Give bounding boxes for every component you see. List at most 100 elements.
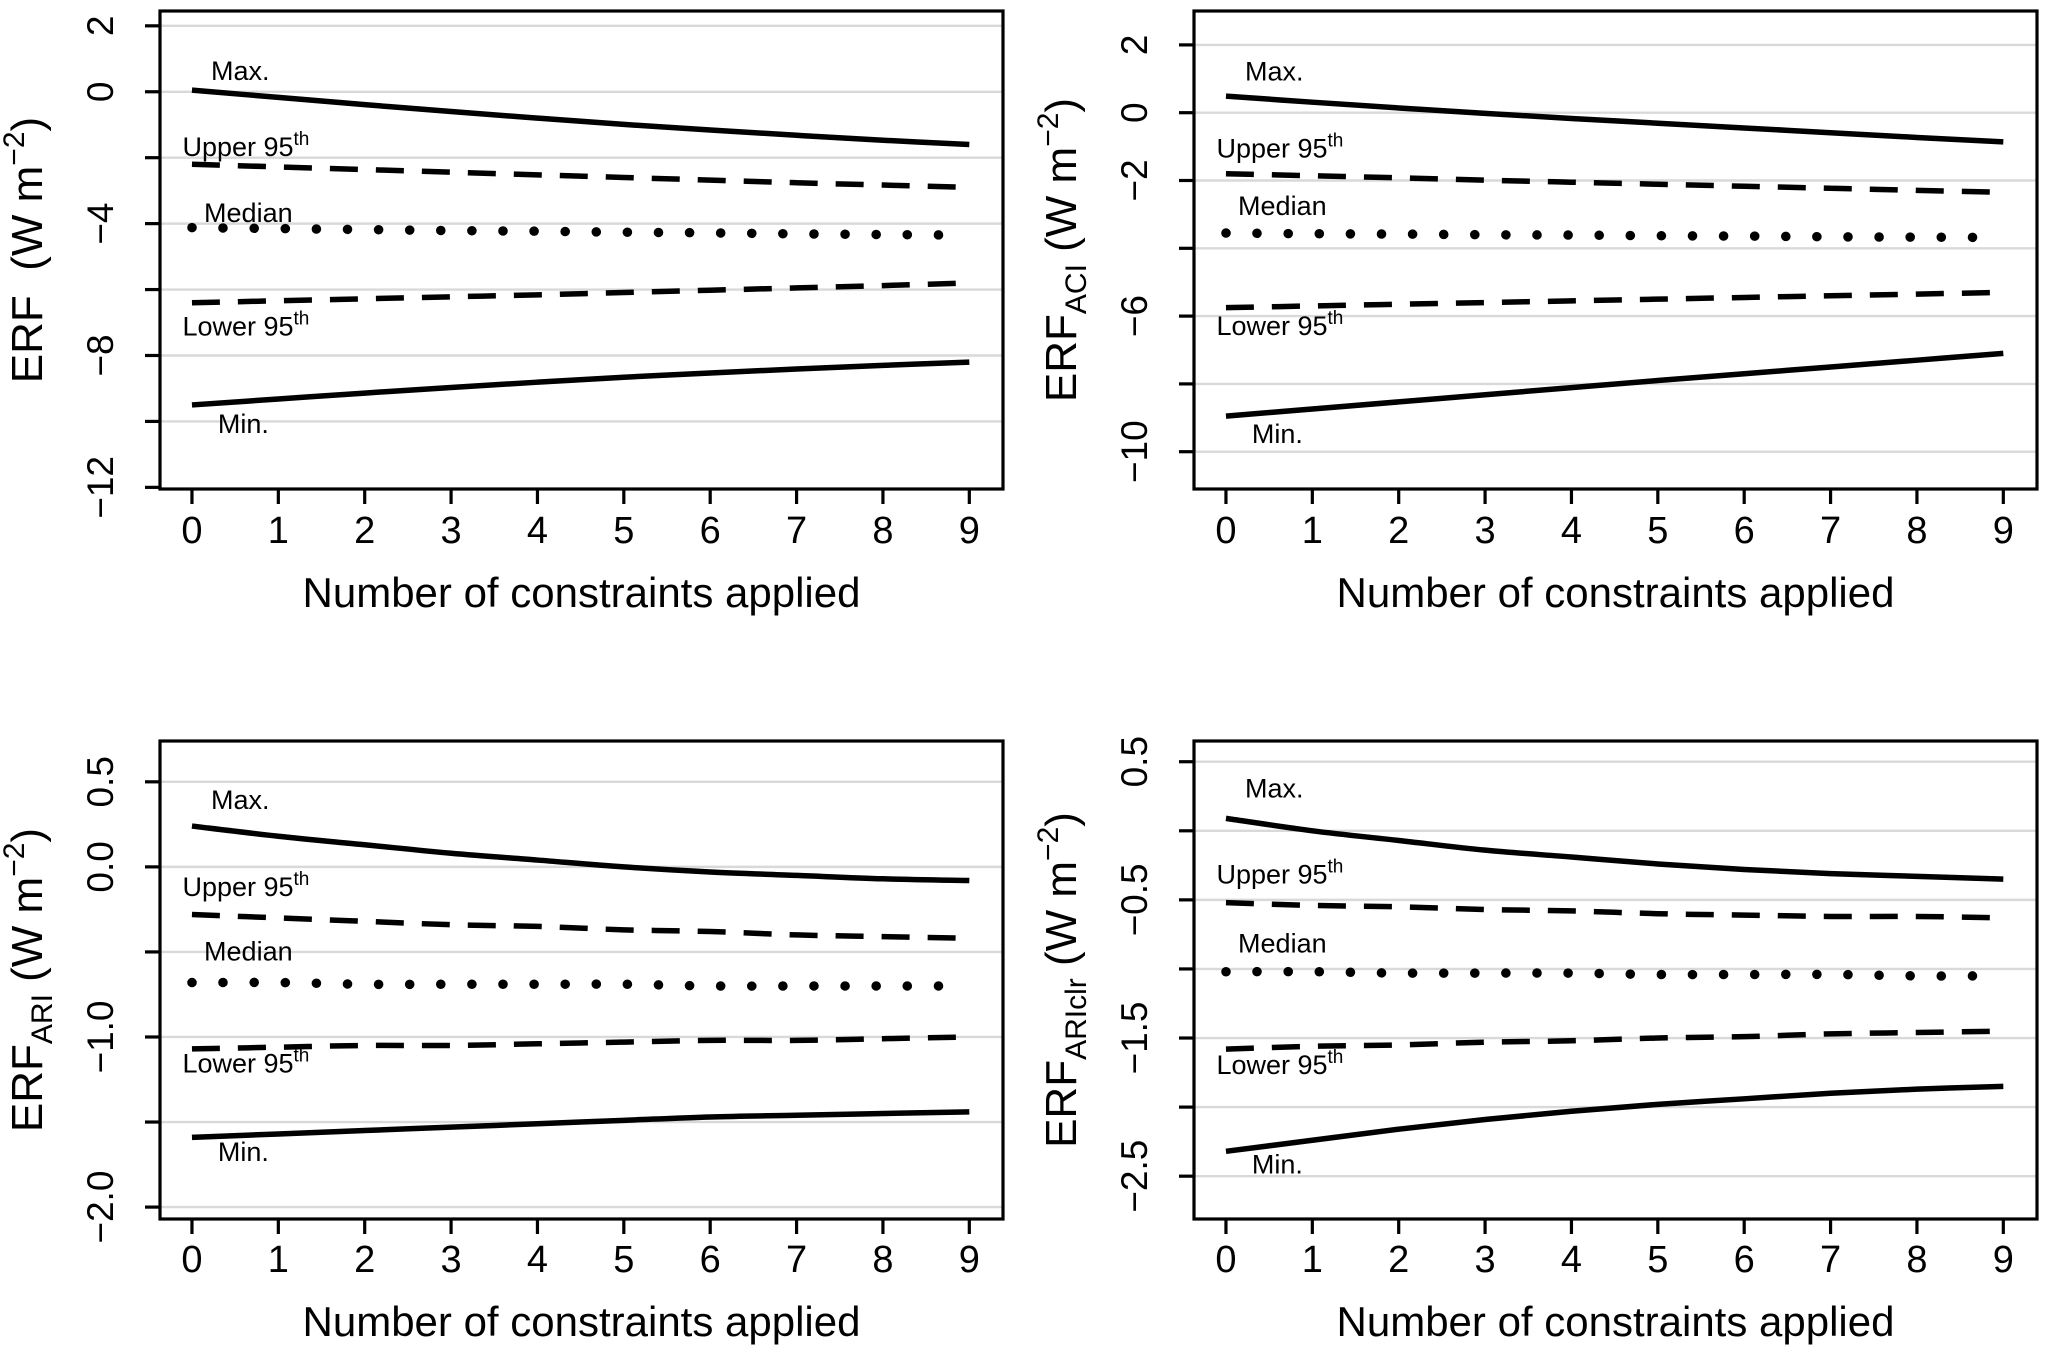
series-line-max (191, 87, 970, 148)
y-tick-label: −2.5 (1114, 1140, 1155, 1213)
series-label-max: Max. (211, 56, 270, 86)
erf-plot: Max. Upper 95th Median Lower 95th Min. 2 0 −4 −8… (0, 9, 1005, 616)
x-tick-label: 2 (354, 1239, 375, 1281)
series-label-min: Min. (1252, 1149, 1303, 1179)
x-tick-label: 7 (1820, 510, 1841, 552)
series-label-max: Max. (1245, 56, 1304, 86)
series-label-lower-95th: Lower 95th (182, 1046, 309, 1079)
x-tick-label: 1 (1302, 1239, 1323, 1281)
plot-box (1192, 9, 2039, 491)
x-tick-label: 2 (1388, 1239, 1409, 1281)
x-tick-label: 2 (354, 510, 375, 552)
y-tick-label: 2 (80, 16, 121, 37)
y-tick-label: −1.0 (80, 1000, 121, 1073)
x-tick-label: 0 (1215, 510, 1236, 552)
x-tick-label: 6 (700, 1239, 721, 1281)
series-line-min (1225, 1083, 2004, 1155)
series-label-median: Median (204, 198, 293, 228)
x-tick-label: 5 (613, 1239, 634, 1281)
series-label-lower-95th: Lower 95th (1216, 308, 1343, 341)
x-axis-title: Number of constraints applied (303, 569, 861, 616)
y-tick-label: −1.5 (1114, 1001, 1155, 1074)
series-line-max (1225, 93, 2004, 145)
chart-erf-ari: Max. Upper 95th Median Lower 95th Min. 0.5 0.0… (0, 680, 1034, 1359)
series-label-upper-95th: Upper 95th (182, 869, 309, 902)
x-tick-label: 1 (268, 1239, 289, 1281)
x-tick-label: 5 (1647, 1239, 1668, 1281)
chart-erf-ariclr: Max. Upper 95th Median Lower 95th Min. 0.5 −0.… (1034, 680, 2067, 1359)
y-tick-label: −0.5 (1114, 863, 1155, 936)
x-tick-label: 0 (1215, 1239, 1236, 1281)
x-tick-label: 2 (1388, 510, 1409, 552)
plot-box (158, 739, 1005, 1221)
series-line-median (187, 977, 975, 991)
series-line-max (1225, 815, 2004, 882)
erf-ariclr-plot: Max. Upper 95th Median Lower 95th Min. 0.5 −0.… (1034, 736, 2039, 1345)
series-line-median (1221, 966, 2009, 981)
series-line-median (187, 222, 975, 240)
series-line-upper-95th (1225, 170, 2004, 196)
series-label-lower-95th: Lower 95th (182, 309, 309, 342)
series-line-upper-95th (191, 161, 970, 191)
series-label-median: Median (204, 936, 293, 966)
y-axis-title: ERFACI (W m−2) (1034, 98, 1093, 402)
x-tick-label: 1 (1302, 510, 1323, 552)
x-tick-label: 9 (959, 1239, 980, 1281)
series-line-lower-95th (191, 1034, 970, 1052)
y-tick-label: −6 (1114, 295, 1155, 337)
series-label-max: Max. (1245, 774, 1304, 804)
y-tick-label: −12 (80, 456, 121, 519)
x-tick-label: 6 (1734, 1239, 1755, 1281)
series-label-lower-95th: Lower 95th (1216, 1047, 1343, 1080)
x-axis-title: Number of constraints applied (303, 1298, 861, 1345)
x-tick-label: 4 (1561, 510, 1582, 552)
x-tick-label: 3 (1475, 1239, 1496, 1281)
y-tick-label: −10 (1114, 420, 1155, 483)
y-tick-label: 0.0 (80, 841, 121, 892)
series-label-median: Median (1238, 928, 1327, 958)
series-label-upper-95th: Upper 95th (182, 129, 309, 162)
x-tick-label: 4 (527, 1239, 548, 1281)
x-tick-label: 6 (700, 510, 721, 552)
y-tick-label: 0.5 (80, 756, 121, 807)
x-axis-title: Number of constraints applied (1337, 569, 1895, 616)
series-label-min: Min. (1252, 419, 1303, 449)
x-axis-title: Number of constraints applied (1337, 1298, 1895, 1345)
x-tick-label: 3 (441, 510, 462, 552)
series-line-lower-95th (1225, 289, 2004, 311)
x-tick-label: 7 (786, 510, 807, 552)
y-tick-label: −2 (1114, 159, 1155, 201)
erf-aci-plot: Max. Upper 95th Median Lower 95th Min. 2 0 −2 −6… (1034, 9, 2039, 616)
x-tick-label: 8 (872, 1239, 893, 1281)
x-tick-label: 3 (1475, 510, 1496, 552)
y-tick-label: −8 (80, 334, 121, 376)
series-line-upper-95th (1225, 899, 2004, 921)
series-label-median: Median (1238, 191, 1327, 221)
y-axis-title: ERFARI (W m−2) (0, 828, 59, 1132)
erf-ari-plot: Max. Upper 95th Median Lower 95th Min. 0.5 0.0… (0, 739, 1005, 1345)
series-label-max: Max. (211, 785, 270, 815)
y-tick-label: 2 (1114, 35, 1155, 56)
x-tick-label: 9 (1993, 510, 2014, 552)
x-tick-label: 6 (1734, 510, 1755, 552)
x-tick-label: 5 (1647, 510, 1668, 552)
series-line-min (191, 359, 970, 408)
x-tick-label: 9 (959, 510, 980, 552)
x-tick-label: 7 (1820, 1239, 1841, 1281)
y-tick-label: 0.5 (1114, 736, 1155, 787)
x-tick-label: 4 (527, 510, 548, 552)
x-tick-label: 0 (181, 510, 202, 552)
x-tick-label: 8 (1906, 510, 1927, 552)
x-tick-label: 5 (613, 510, 634, 552)
y-tick-label: 0 (80, 82, 121, 103)
y-tick-label: −4 (80, 203, 121, 245)
series-line-min (1225, 350, 2004, 419)
series-line-min (191, 1109, 970, 1141)
x-tick-label: 4 (1561, 1239, 1582, 1281)
plot-box (1192, 739, 2039, 1221)
x-tick-label: 8 (872, 510, 893, 552)
series-label-upper-95th: Upper 95th (1216, 856, 1343, 889)
x-tick-label: 8 (1906, 1239, 1927, 1281)
series-line-upper-95th (191, 911, 970, 942)
